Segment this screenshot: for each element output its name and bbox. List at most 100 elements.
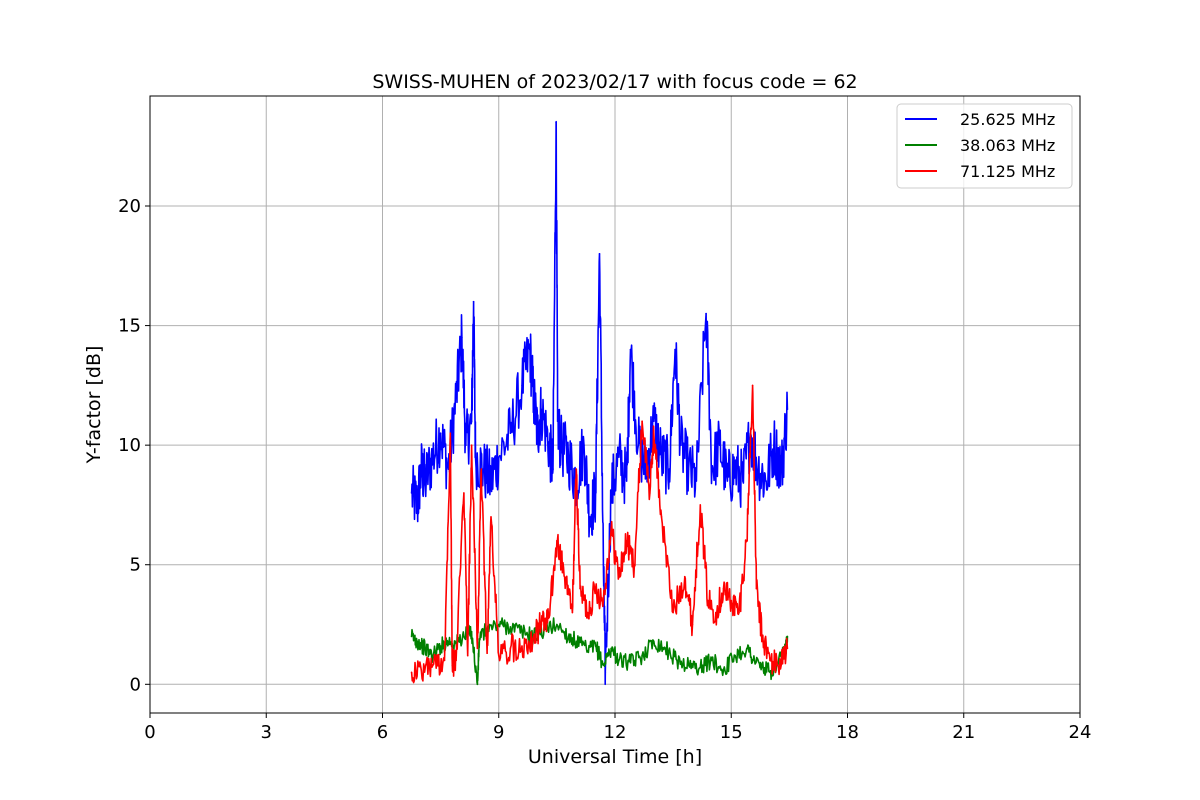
series-point [726,480,729,482]
series-point [683,575,686,578]
x-tick-label: 12 [604,722,627,743]
series-point [625,480,628,482]
series-point [652,432,655,434]
series-point [474,456,477,458]
series-point [687,664,690,666]
series-point [552,468,554,470]
legend-entry-label: 38.063 MHz [960,136,1055,155]
x-tick-label: 18 [836,722,859,743]
series-point [594,587,597,590]
series-point [786,647,789,650]
legend: 25.625 MHz 38.063 MHz 71.125 MHz [896,103,1073,189]
series-point [718,444,721,446]
series-point [548,444,550,446]
series-point [497,456,500,458]
series-point [780,468,783,470]
series-point [447,468,450,470]
x-tick-label: 9 [493,722,504,743]
series-point [416,640,419,643]
series-point [420,669,423,671]
series-point [755,587,758,590]
series-point [439,432,442,434]
series-point [410,671,413,674]
series-point [773,444,775,446]
series-point [776,664,779,666]
series-point [722,669,725,671]
plot-series [410,120,789,686]
series-point [668,468,671,470]
series-point [470,420,473,423]
series-point [629,661,632,664]
series-point [587,650,589,652]
series-point [540,408,543,411]
chart-title: SWISS-MUHEN of 2023/02/17 with focus cod… [372,71,857,93]
series-point [521,630,523,633]
series-point [575,468,578,470]
series-point [536,432,539,434]
series-point [470,630,473,633]
y-tick-label: 0 [130,674,141,695]
series-point [769,671,771,674]
series-point [486,652,488,655]
series-point [691,623,694,626]
series-line [410,120,789,686]
series-point [556,623,558,626]
y-tick-label: 15 [118,316,141,337]
x-tick-label: 3 [261,722,272,743]
series-point [583,444,585,446]
series-point [420,468,423,470]
series-point [521,645,523,647]
series-point [521,384,523,387]
series-point [480,468,483,470]
series-line [410,617,789,686]
series-point [455,396,457,399]
series-point [548,616,550,619]
series-point [482,468,485,470]
series-point [567,635,570,638]
series-point [532,635,535,638]
series-point [707,599,709,602]
series-point [439,645,442,647]
x-tick-label: 21 [952,722,975,743]
series-point [410,635,413,638]
series-point [652,640,655,643]
series-point [594,492,597,494]
series-point [466,654,469,657]
series-point [610,647,612,650]
series-point [745,647,748,650]
series-point [555,121,557,124]
y-tick-label: 5 [130,555,141,576]
series-point [734,654,736,657]
series-point [633,563,636,566]
series-point [449,432,452,434]
series-point [629,348,632,351]
x-tick-label: 24 [1069,722,1092,743]
series-point [761,635,764,638]
series-point [540,623,543,626]
series-point [625,540,628,542]
series-point [455,659,457,662]
series-point [571,611,574,614]
series-point [532,396,535,399]
series-point [769,659,771,662]
series-point [765,480,767,482]
series-point [687,468,690,470]
series-point [509,432,512,434]
series-point [641,654,643,657]
series-point [470,444,473,446]
series-point [410,492,413,494]
series-point [730,599,733,602]
series-point [447,640,450,643]
legend-entry-label: 25.625 MHz [960,110,1055,129]
series-point [674,348,676,351]
series-point [745,540,748,542]
series-point [509,626,512,628]
series-point [478,638,481,640]
series-point [416,504,419,506]
axis-ticks: 0 3 6 9 12 15 18 21 24 0 5 10 15 20 [118,196,1091,743]
series-point [618,575,620,578]
series-point [472,300,475,303]
series-point [476,683,479,686]
x-tick-label: 6 [377,722,388,743]
series-point [722,587,725,590]
